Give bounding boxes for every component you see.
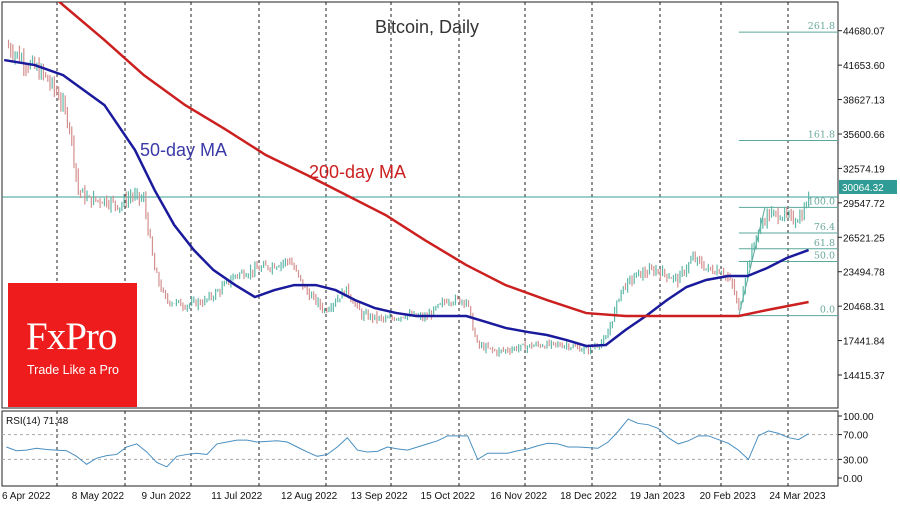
x-tick-label: 16 Nov 2022 (490, 491, 547, 502)
ma200-annotation: 200-day MA (309, 162, 406, 182)
rsi-label: RSI(14) 71.48 (6, 416, 69, 427)
fib-level-label: 0.0 (820, 305, 835, 316)
x-tick-label: 6 Apr 2022 (2, 491, 51, 502)
y-tick-label: 29547.72 (843, 199, 885, 210)
y-tick-label: 41653.60 (843, 61, 885, 72)
y-tick-label: 35600.66 (843, 130, 885, 141)
fib-level-label: 61.8 (814, 238, 835, 249)
y-tick-label: 44680.07 (843, 27, 885, 38)
rsi-y-tick-label: 30.00 (843, 455, 868, 466)
current-price-badge (839, 179, 897, 194)
logo-brand: FxPro (26, 315, 117, 358)
x-tick-label: 12 Aug 2022 (281, 491, 338, 502)
x-tick-label: 18 Dec 2022 (560, 491, 617, 502)
x-tick-label: 19 Jan 2023 (630, 491, 685, 502)
chart-title: Bitcoin, Daily (375, 17, 479, 37)
x-tick-label: 9 Jun 2022 (142, 491, 192, 502)
fxpro-logo: FxPro Trade Like a Pro (8, 283, 137, 407)
x-tick-label: 24 Mar 2023 (769, 491, 826, 502)
y-tick-label: 23494.78 (843, 268, 885, 279)
y-tick-label: 20468.31 (843, 302, 885, 313)
fib-level-label: 100.0 (808, 196, 835, 207)
ma50-annotation: 50-day MA (140, 140, 227, 160)
rsi-y-tick-label: 100.00 (843, 412, 874, 423)
fib-level-label: 161.8 (808, 129, 835, 140)
x-tick-label: 15 Oct 2022 (421, 491, 476, 502)
fib-level-label: 76.4 (814, 222, 835, 233)
rsi-pane-frame (1, 410, 839, 487)
x-tick-label: 20 Feb 2023 (700, 491, 757, 502)
logo-tagline: Trade Like a Pro (27, 363, 119, 377)
y-tick-label: 14415.37 (843, 371, 885, 382)
x-tick-label: 11 Jul 2022 (211, 491, 262, 502)
x-tick-label: 13 Sep 2022 (351, 491, 408, 502)
price-pane-frame (1, 1, 839, 409)
rsi-line (6, 418, 809, 468)
ma50-line (3, 58, 810, 348)
current-price-label: 30064.32 (842, 183, 884, 194)
y-tick-label: 38627.13 (843, 96, 885, 107)
price-plot (2, 2, 838, 357)
fib-level-label: 261.8 (808, 21, 835, 32)
y-tick-label: 26521.25 (843, 233, 885, 244)
ma200-line (57, 2, 809, 318)
rsi-y-tick-label: 70.00 (843, 431, 868, 442)
y-tick-label: 32574.19 (843, 164, 885, 175)
fib-level-label: 50.0 (814, 251, 835, 262)
y-tick-label: 17441.84 (843, 337, 885, 348)
x-tick-label: 8 May 2022 (72, 491, 125, 502)
rsi-y-tick-label: 0.00 (843, 474, 863, 485)
